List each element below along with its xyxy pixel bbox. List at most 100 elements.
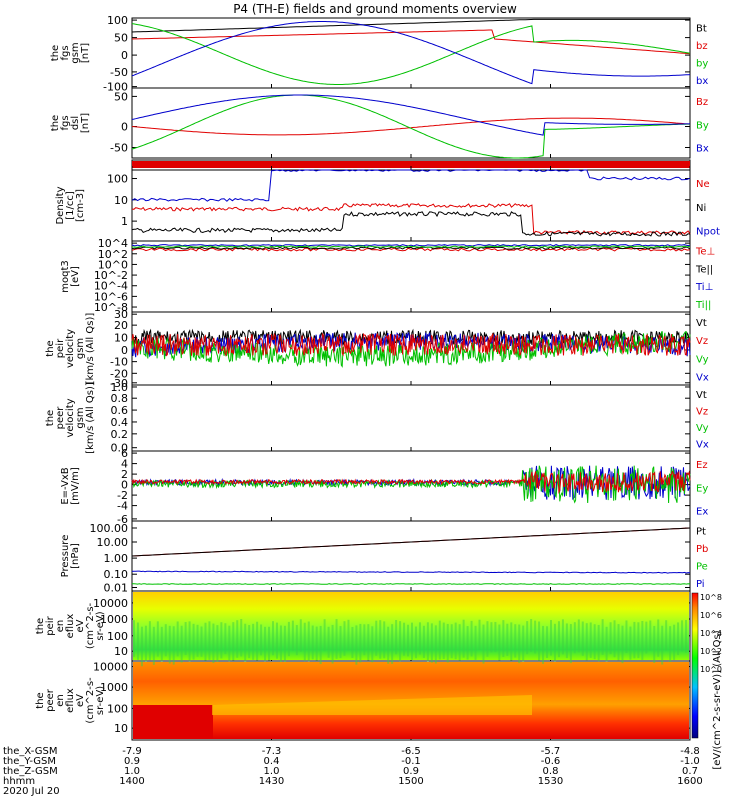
spec-texture — [383, 621, 386, 659]
spec-texture — [426, 622, 429, 662]
spec-texture — [506, 623, 509, 656]
spec-texture — [649, 620, 652, 651]
series-Te-perp — [131, 247, 691, 252]
colorbar — [691, 592, 699, 739]
series-Ey — [131, 465, 691, 504]
ylabel-line: en — [55, 620, 66, 633]
xaxis-value: 0.8 — [543, 766, 559, 777]
colorbar-tick: 10^0 — [700, 665, 722, 674]
legend-label: Bz — [696, 97, 708, 108]
legend-label: Pb — [696, 544, 708, 555]
ylabel-line: velocity — [65, 329, 76, 368]
ylabel-line: [nPa] — [70, 543, 81, 569]
ylabel-line: fgs — [60, 115, 71, 130]
spec-texture — [176, 621, 179, 657]
ylabel-group-6: the peer velocity gsm [km/s (All Qs)] — [45, 382, 96, 454]
ytick-label: 0.0 — [111, 442, 129, 455]
xaxis-value: -1.0 — [680, 756, 700, 767]
ylabel-line: velocity — [65, 398, 76, 437]
spec-texture — [359, 623, 362, 663]
series-Vz — [131, 332, 691, 357]
spec-texture — [526, 621, 529, 655]
spec-texture — [550, 620, 552, 656]
spec-texture — [275, 622, 278, 659]
spec-texture — [617, 624, 620, 661]
spec-texture — [252, 623, 255, 660]
ytick-label: 20 — [114, 319, 128, 332]
ytick-label: -10 — [110, 356, 128, 369]
spec-texture — [260, 624, 263, 656]
spec-texture — [208, 621, 211, 660]
spec-texture — [633, 621, 636, 659]
spec-texture — [593, 624, 596, 660]
xaxis-value: 1600 — [677, 776, 702, 787]
ytick-label: 1 — [121, 215, 128, 228]
spec-texture — [442, 622, 445, 659]
series-Pe — [132, 583, 691, 585]
legend-label: Ti⊥ — [695, 282, 713, 293]
series-Te-par — [131, 246, 691, 250]
ytick-label: 100 — [107, 630, 128, 643]
panel-frame-6 — [131, 384, 691, 452]
legend-label: Te|| — [695, 264, 713, 275]
spec-texture — [387, 626, 390, 664]
ytick-label: 1000 — [100, 681, 128, 694]
spec-texture — [363, 624, 366, 656]
spec-texture — [414, 626, 417, 659]
xaxis-value: -7.3 — [262, 746, 282, 757]
xaxis-row-label: hhmm — [3, 776, 35, 787]
ylabel-line: [mV/m] — [70, 467, 81, 505]
xaxis-value: -6.5 — [401, 746, 421, 757]
ytick-label: 0 — [121, 479, 128, 492]
spec-texture — [474, 625, 477, 660]
spec-texture — [140, 626, 143, 667]
ytick-label: -4 — [117, 500, 128, 513]
spec-texture — [264, 626, 267, 662]
spec-texture — [589, 622, 592, 658]
spec-texture — [335, 619, 338, 659]
spec-texture — [422, 625, 425, 658]
ylabel-line: eV — [75, 694, 86, 707]
legend-label: Npot — [696, 227, 720, 238]
xaxis-value: 0.4 — [264, 756, 280, 767]
colorbar-tick: 10^8 — [700, 593, 722, 602]
spec-texture — [534, 620, 537, 654]
ylabel-line: (cm^2-s- — [85, 677, 96, 724]
spec-texture — [152, 626, 155, 665]
spec-texture — [438, 620, 441, 660]
legend-label: Ey — [696, 483, 708, 494]
legend-label: Bt — [696, 24, 707, 35]
spec-texture — [546, 626, 549, 658]
ylabel-line: [nT] — [80, 43, 91, 63]
ylabel-line: [nT] — [80, 113, 91, 133]
series-by — [131, 23, 691, 85]
legend-label: by — [696, 59, 708, 70]
spec-texture — [391, 624, 394, 664]
spec-texture — [561, 619, 564, 655]
xaxis-value: -4.8 — [680, 746, 700, 757]
ytick-label: -20 — [110, 367, 128, 380]
spec-texture — [605, 626, 608, 662]
xaxis-value: 1500 — [398, 776, 423, 787]
ytick-label: 100 — [107, 14, 128, 27]
legend-label: bx — [696, 76, 708, 87]
ytick-label: 10000 — [93, 661, 128, 674]
ylabel-line: the — [50, 115, 61, 131]
xaxis-date: 2020 Jul 20 — [3, 786, 60, 797]
spec-texture — [188, 621, 191, 662]
legend-label: Vx — [696, 373, 709, 384]
ylabel-line: the — [35, 692, 46, 708]
spec-texture — [311, 625, 314, 660]
spec-texture — [291, 620, 294, 651]
ylabel-line: the — [50, 45, 61, 61]
spec-texture — [287, 621, 290, 657]
ytick-label: 10 — [114, 194, 128, 207]
colorbar-label-group: [eV/(cm^2-s-sr-eV)] (All Qs) — [712, 630, 723, 769]
xaxis-value: -7.9 — [122, 746, 142, 757]
spec-texture — [283, 625, 286, 662]
ylabel-line: eV — [75, 619, 86, 632]
xaxis-row-label: the_Y-GSM — [3, 756, 56, 767]
spec-texture — [347, 619, 350, 651]
spec-texture — [256, 621, 259, 661]
